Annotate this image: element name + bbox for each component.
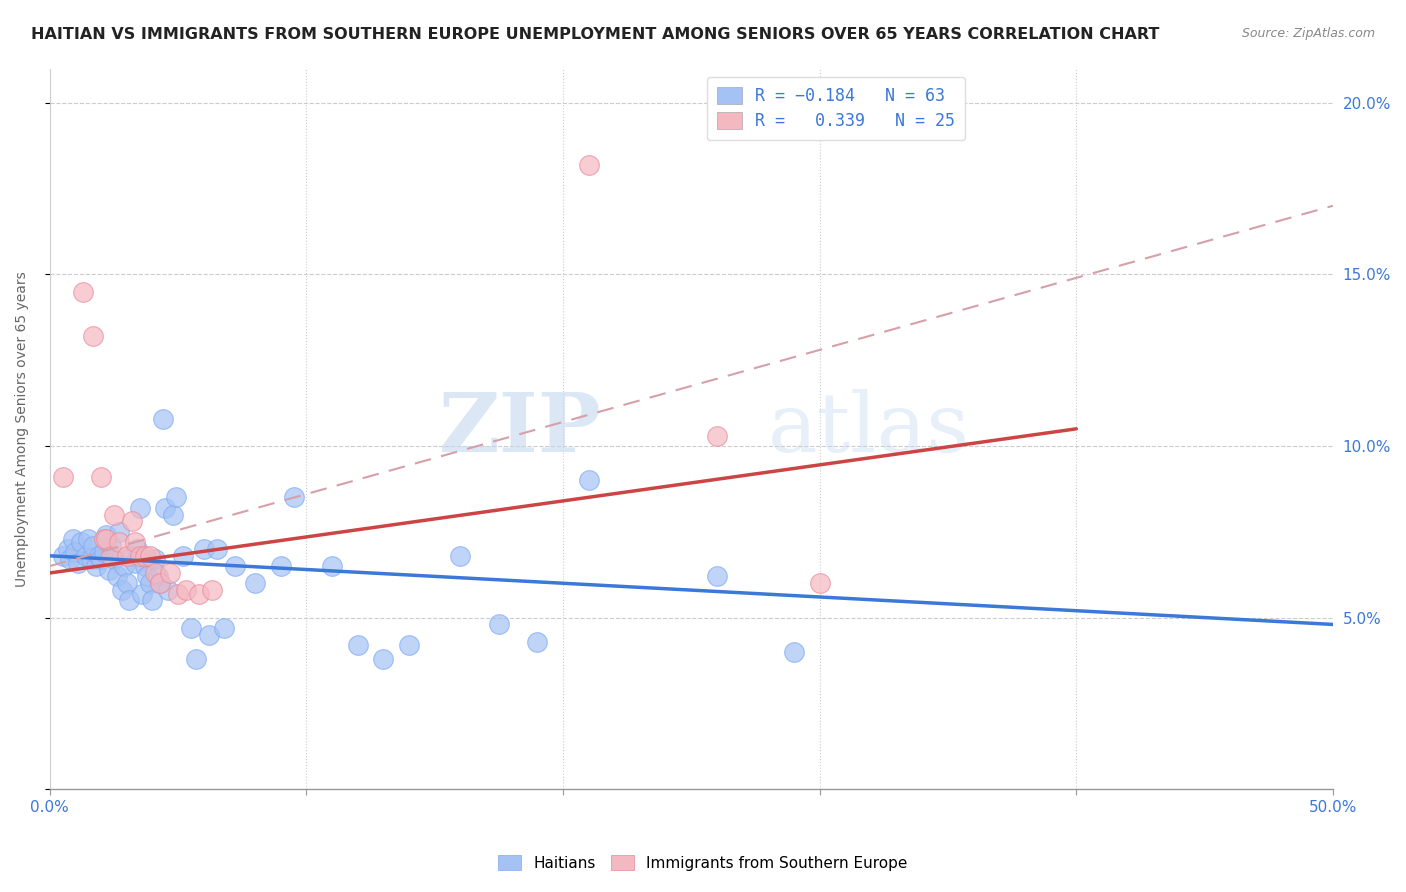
Point — [69, 535, 91, 549]
Point — [156, 583, 179, 598]
Point — [80, 552, 103, 566]
Point — [65, 545, 87, 559]
Point — [84, 559, 107, 574]
Point — [243, 576, 266, 591]
Legend: R = −0.184   N = 63, R =   0.339   N = 25: R = −0.184 N = 63, R = 0.339 N = 25 — [707, 77, 966, 140]
Point — [134, 559, 156, 574]
Point — [143, 566, 166, 580]
Point — [346, 638, 368, 652]
Point — [200, 583, 222, 598]
Point — [155, 500, 177, 515]
Text: atlas: atlas — [768, 389, 970, 469]
Point — [172, 549, 194, 563]
Point — [578, 473, 600, 487]
Point — [706, 569, 728, 583]
Point — [373, 652, 395, 666]
Point — [214, 621, 236, 635]
Point — [93, 545, 115, 559]
Point — [152, 411, 174, 425]
Point — [118, 593, 141, 607]
Point — [52, 549, 75, 563]
Point — [56, 541, 79, 556]
Point — [100, 539, 122, 553]
Point — [321, 559, 343, 574]
Point — [124, 535, 146, 549]
Point — [103, 552, 125, 566]
Point — [184, 652, 207, 666]
Point — [111, 583, 134, 598]
Point — [103, 508, 125, 522]
Legend: Haitians, Immigrants from Southern Europe: Haitians, Immigrants from Southern Europ… — [489, 846, 917, 880]
Point — [198, 628, 221, 642]
Point — [134, 549, 156, 563]
Text: HAITIAN VS IMMIGRANTS FROM SOUTHERN EUROPE UNEMPLOYMENT AMONG SENIORS OVER 65 YE: HAITIAN VS IMMIGRANTS FROM SOUTHERN EURO… — [31, 27, 1160, 42]
Point — [162, 508, 184, 522]
Point — [180, 621, 202, 635]
Point — [90, 470, 112, 484]
Point — [146, 569, 169, 583]
Point — [578, 158, 600, 172]
Point — [706, 428, 728, 442]
Point — [149, 576, 172, 591]
Point — [205, 541, 228, 556]
Point — [124, 556, 146, 570]
Point — [67, 556, 90, 570]
Point — [526, 634, 548, 648]
Point — [100, 549, 122, 563]
Point — [143, 552, 166, 566]
Point — [121, 549, 143, 563]
Point — [62, 532, 84, 546]
Point — [141, 593, 163, 607]
Point — [108, 535, 131, 549]
Point — [52, 470, 75, 484]
Point — [139, 549, 162, 563]
Point — [488, 617, 510, 632]
Point — [75, 549, 97, 563]
Point — [125, 541, 148, 556]
Point — [115, 576, 138, 591]
Point — [112, 559, 135, 574]
Point — [187, 586, 209, 600]
Point — [97, 562, 120, 576]
Point — [783, 645, 806, 659]
Point — [174, 583, 197, 598]
Point — [167, 586, 190, 600]
Point — [128, 549, 150, 563]
Point — [96, 528, 118, 542]
Text: ZIP: ZIP — [439, 389, 602, 469]
Point — [82, 539, 104, 553]
Point — [93, 532, 115, 546]
Point — [121, 515, 143, 529]
Point — [149, 576, 172, 591]
Point — [105, 569, 128, 583]
Point — [128, 500, 150, 515]
Point — [90, 552, 112, 566]
Point — [96, 532, 118, 546]
Point — [72, 285, 94, 299]
Point — [115, 549, 138, 563]
Point — [193, 541, 215, 556]
Point — [139, 576, 162, 591]
Point — [165, 491, 187, 505]
Point — [77, 532, 100, 546]
Point — [270, 559, 292, 574]
Point — [224, 559, 246, 574]
Point — [87, 549, 110, 563]
Point — [808, 576, 831, 591]
Point — [136, 569, 159, 583]
Point — [159, 566, 181, 580]
Point — [131, 586, 153, 600]
Y-axis label: Unemployment Among Seniors over 65 years: Unemployment Among Seniors over 65 years — [15, 271, 30, 587]
Point — [59, 552, 82, 566]
Point — [108, 524, 131, 539]
Point — [82, 329, 104, 343]
Point — [449, 549, 471, 563]
Point — [398, 638, 420, 652]
Text: Source: ZipAtlas.com: Source: ZipAtlas.com — [1241, 27, 1375, 40]
Point — [283, 491, 305, 505]
